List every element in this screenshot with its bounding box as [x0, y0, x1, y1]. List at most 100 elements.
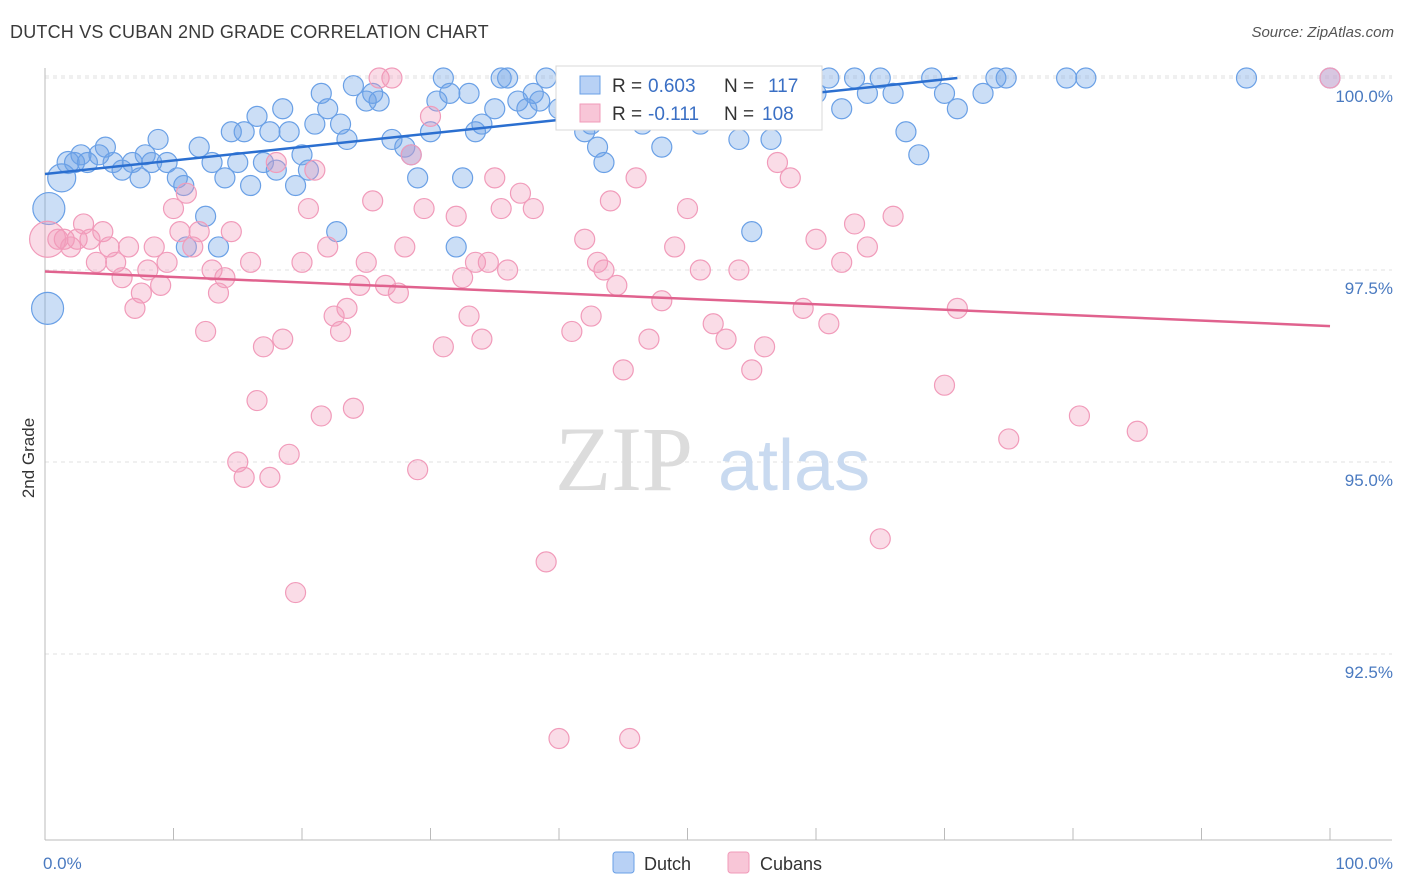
cubans-point-63 [458, 305, 480, 327]
dutch-r-label: R = [612, 76, 642, 97]
cubans-point-36 [272, 328, 294, 350]
y-tick-label-0: 100.0% [1335, 87, 1393, 106]
legend: Dutch Cubans [612, 851, 822, 874]
cubans-point-30 [233, 466, 255, 488]
dutch-point-96 [760, 128, 782, 151]
dutch-point-23 [207, 236, 230, 258]
cubans-point-67 [484, 167, 506, 189]
cubans-point-82 [619, 727, 641, 750]
dutch-point-116 [1235, 67, 1258, 89]
dutch-point-0 [30, 291, 65, 325]
dutch-point-31 [259, 121, 281, 143]
cubans-point-24 [195, 320, 217, 343]
cubans-point-35 [265, 151, 287, 174]
chart-title: DUTCH VS CUBAN 2ND GRADE CORRELATION CHA… [10, 22, 489, 42]
dutch-point-35 [284, 174, 307, 197]
cubans-point-57 [407, 459, 429, 481]
cubans-point-40 [297, 197, 320, 220]
cubans-point-69 [497, 259, 519, 281]
cubans-point-85 [651, 290, 673, 312]
cubans-point-55 [394, 236, 416, 258]
cubans-point-75 [574, 228, 596, 250]
cubans-point-31 [240, 251, 262, 273]
cubans-point-81 [612, 359, 634, 381]
cubans-point-96 [792, 297, 814, 319]
dutch-point-102 [831, 98, 853, 120]
dutch-point-27 [233, 121, 255, 143]
dutch-point-38 [304, 113, 326, 135]
watermark: ZIP atlas [555, 408, 870, 510]
cubans-stat-swatch [579, 103, 601, 123]
dutch-point-64 [507, 90, 529, 112]
cubans-point-54 [387, 282, 409, 304]
dutch-point-28 [240, 174, 262, 197]
dutch-point-111 [946, 98, 968, 120]
dutch-point-30 [252, 151, 275, 174]
watermark-zip: ZIP [555, 408, 693, 510]
dutch-point-40 [317, 98, 339, 120]
cubans-point-86 [664, 236, 686, 258]
dutch-point-84 [651, 136, 673, 158]
dutch-point-109 [921, 67, 943, 89]
cubans-n-label: N = [724, 104, 754, 125]
dutch-point-114 [1075, 67, 1097, 89]
cubans-point-70 [509, 182, 532, 204]
dutch-point-105 [869, 67, 891, 89]
cubans-point-109 [1319, 67, 1341, 89]
cubans-point-11 [111, 267, 133, 289]
x-tick-label-max: 100.0% [1335, 854, 1393, 873]
dutch-point-47 [368, 90, 390, 112]
cubans-point-38 [284, 581, 307, 604]
cubans-point-104 [933, 374, 956, 396]
x-tick-labels: 0.0% 100.0% [43, 854, 1393, 873]
cubans-point-50 [362, 190, 384, 212]
cubans-point-76 [580, 305, 602, 327]
cubans-point-12 [117, 236, 140, 258]
dutch-point-95 [741, 221, 763, 243]
dutch-point-117 [1055, 67, 1078, 89]
dutch-n-label: N = [724, 76, 754, 97]
cubans-point-41 [304, 159, 326, 181]
cubans-point-25 [201, 259, 223, 281]
dutch-point-56 [445, 236, 467, 258]
cubans-point-59 [419, 105, 442, 128]
cubans-point-89 [702, 313, 724, 335]
cubans-point-1 [47, 228, 69, 250]
dutch-point-43 [336, 128, 358, 151]
cubans-point-60 [432, 336, 454, 358]
cubans-point-21 [175, 182, 197, 204]
cubans-point-98 [818, 313, 840, 335]
dutch-point-6 [76, 151, 99, 174]
dutch-point-37 [297, 159, 320, 181]
dutch-point-106 [882, 82, 904, 104]
cubans-point-66 [477, 251, 499, 273]
cubans-point-32 [246, 389, 268, 412]
dutch-point-57 [452, 167, 474, 189]
dutch-r-value: 0.603 [648, 76, 696, 97]
cubans-point-16 [143, 236, 165, 258]
cubans-point-14 [130, 282, 152, 304]
cubans-point-45 [329, 320, 352, 343]
cubans-point-79 [599, 190, 622, 212]
dutch-point-75 [593, 151, 615, 174]
cubans-point-64 [464, 251, 487, 273]
dutch-point-62 [490, 67, 512, 89]
cubans-point-51 [368, 67, 390, 89]
dutch-point-32 [265, 159, 287, 181]
cubans-point-72 [535, 551, 557, 573]
dutch-point-15 [147, 128, 169, 151]
cubans-point-53 [381, 67, 403, 89]
legend-label-dutch: Dutch [644, 854, 691, 874]
dutch-point-50 [407, 167, 429, 189]
cubans-point-78 [593, 259, 615, 281]
cubans-r-label: R = [612, 104, 642, 125]
cubans-point-17 [150, 274, 172, 296]
cubans-n-value: 108 [762, 104, 794, 125]
dutch-n-value: 117 [768, 76, 798, 97]
cubans-point-93 [753, 336, 776, 358]
cubans-point-65 [471, 328, 493, 350]
dutch-point-110 [933, 82, 956, 104]
dutch-point-8 [94, 136, 116, 158]
dutch-point-107 [895, 121, 917, 143]
